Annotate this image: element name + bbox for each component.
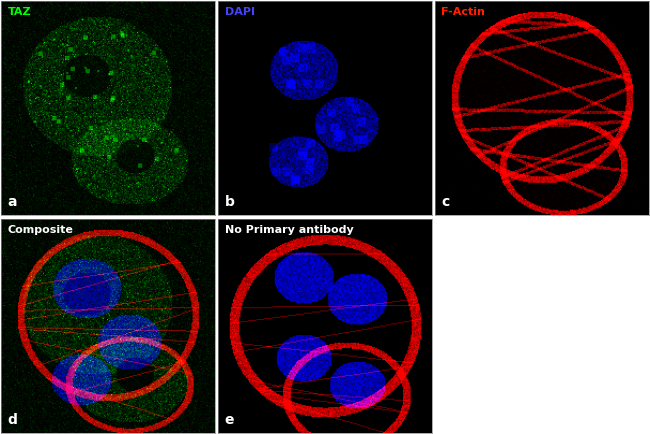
Text: TAZ: TAZ: [8, 7, 31, 17]
Text: c: c: [441, 195, 450, 209]
Text: a: a: [8, 195, 17, 209]
Text: F-Actin: F-Actin: [441, 7, 486, 17]
Text: b: b: [225, 195, 235, 209]
Text: d: d: [8, 413, 18, 427]
Text: e: e: [225, 413, 234, 427]
Text: Composite: Composite: [8, 225, 73, 235]
Text: No Primary antibody: No Primary antibody: [225, 225, 354, 235]
Text: DAPI: DAPI: [225, 7, 255, 17]
